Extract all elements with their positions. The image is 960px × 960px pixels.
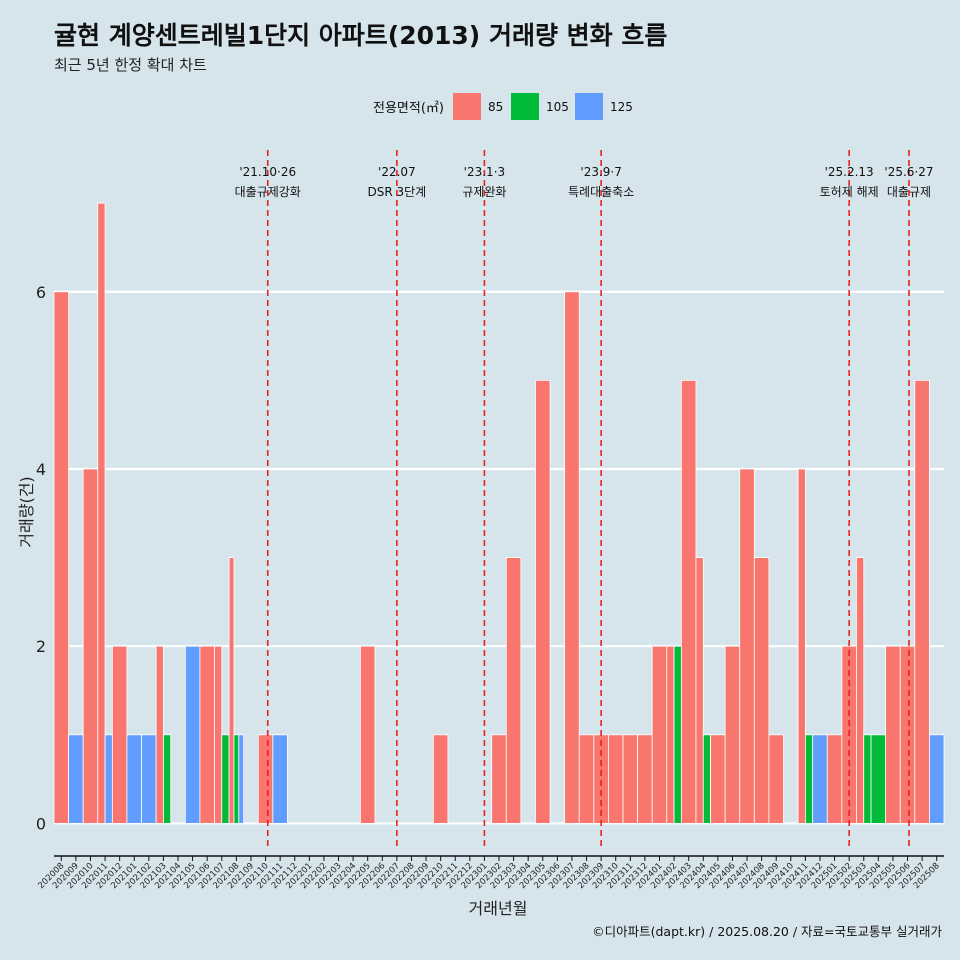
bar-202302-85	[491, 734, 507, 824]
bar-202108-85	[228, 557, 235, 824]
annotation-label-202309: 특례대출축소	[568, 185, 634, 199]
bar-202404-105	[702, 734, 711, 824]
bar-202107-85	[214, 645, 223, 824]
bars	[53, 202, 945, 824]
bar-202011-125	[104, 734, 113, 824]
caption: ©디아파트(dapt.kr) / 2025.08.20 / 자료=국토교통부 실…	[592, 924, 942, 939]
bar-202505-85	[885, 645, 901, 824]
legend-title: 전용면적(㎡)	[373, 101, 444, 116]
annotation-lines: '21.10·26 대출규제강화 '22.07 DSR 3단계 '23.1·3 규제완화 '…	[235, 150, 934, 850]
bar-202307-85	[564, 291, 580, 824]
bar-202503-105	[863, 734, 872, 824]
bar-202406-85	[724, 645, 741, 824]
bar-202405-85	[710, 734, 726, 824]
bar-202506-85	[899, 645, 916, 824]
bar-202105-125	[184, 645, 201, 824]
bar-202411-105	[804, 734, 814, 824]
bar-202503-85	[856, 557, 865, 824]
bar-202411-85	[797, 468, 806, 824]
bar-202303-85	[505, 557, 522, 824]
annotation-date-202506: '25.6·27	[884, 165, 933, 179]
bar-202008-85	[53, 291, 69, 824]
bar-202402-85	[666, 645, 675, 824]
chart-subtitle: 최근 5년 한정 확대 차트	[54, 56, 207, 74]
bar-202308-85	[578, 734, 595, 824]
bar-202111-125	[272, 734, 288, 824]
bar-202108-105	[233, 734, 240, 824]
bar-202508-125	[929, 734, 945, 824]
annotation-label-202502: 토허제 해제	[820, 185, 879, 199]
bar-202101-125	[126, 734, 142, 824]
x-axis: 2020082020092020102020112020122021012021…	[36, 855, 944, 891]
bar-202403-85	[680, 379, 697, 824]
bar-202305-85	[535, 379, 551, 824]
annotation-label-202207: DSR 3단계	[368, 185, 427, 199]
y-tick-label-0: 0	[36, 814, 46, 833]
bar-202107-105	[221, 734, 230, 824]
annotation-label-202506: 대출규제	[887, 185, 931, 199]
chart-title: 귤현 계양센트레빌1단지 아파트(2013) 거래량 변화 흐름	[54, 21, 667, 50]
y-axis: 0 2 4 6	[36, 283, 46, 834]
bar-202412-125	[812, 734, 828, 824]
bar-202311-85	[622, 734, 639, 824]
bar-202102-125	[141, 734, 157, 824]
bar-202401-85	[651, 645, 668, 824]
annotation-date-202301: '23.1·3	[464, 165, 505, 179]
bar-202507-85	[914, 379, 930, 824]
legend-label-125: 125	[610, 100, 633, 114]
annotation-date-202502: '25.2.13	[825, 165, 874, 179]
legend-label-105: 105	[546, 100, 569, 114]
bar-202103-105	[163, 734, 172, 824]
bar-202009-125	[68, 734, 84, 824]
bar-202408-85	[753, 557, 770, 824]
bar-202407-85	[739, 468, 755, 824]
annotation-date-202207: '22.07	[378, 165, 416, 179]
bar-202404-85	[695, 557, 704, 824]
bar-202106-85	[199, 645, 215, 824]
y-axis-label: 거래량(건)	[17, 476, 36, 547]
legend-swatch-125	[575, 93, 603, 120]
annotation-label-202110: 대출규제강화	[235, 185, 301, 199]
bar-202110-85	[257, 734, 274, 824]
bar-202205-85	[359, 645, 376, 824]
annotation-date-202110: '21.10·26	[239, 165, 296, 179]
bar-202501-85	[826, 734, 843, 824]
bar-202103-85	[155, 645, 164, 824]
bar-202312-85	[637, 734, 653, 824]
legend: 전용면적(㎡) 85 105 125	[373, 93, 633, 120]
bar-202010-85	[82, 468, 99, 824]
bar-202402-105	[673, 645, 682, 824]
bar-202310-85	[608, 734, 624, 824]
y-tick-label-2: 2	[36, 637, 46, 656]
bar-202012-85	[111, 645, 128, 824]
bar-202409-85	[768, 734, 784, 824]
y-tick-label-6: 6	[36, 283, 46, 302]
bar-202108-125	[238, 734, 245, 824]
bar-202011-85	[97, 202, 106, 824]
bar-202504-105	[870, 734, 887, 824]
annotation-label-202301: 규제완화	[462, 185, 506, 199]
y-tick-label-4: 4	[36, 460, 46, 479]
bar-202210-85	[432, 734, 449, 824]
x-axis-label: 거래년월	[469, 899, 528, 918]
annotation-date-202309: '23.9·7	[580, 165, 621, 179]
legend-swatch-105	[511, 93, 539, 120]
legend-swatch-85	[453, 93, 481, 120]
legend-label-85: 85	[488, 100, 503, 114]
